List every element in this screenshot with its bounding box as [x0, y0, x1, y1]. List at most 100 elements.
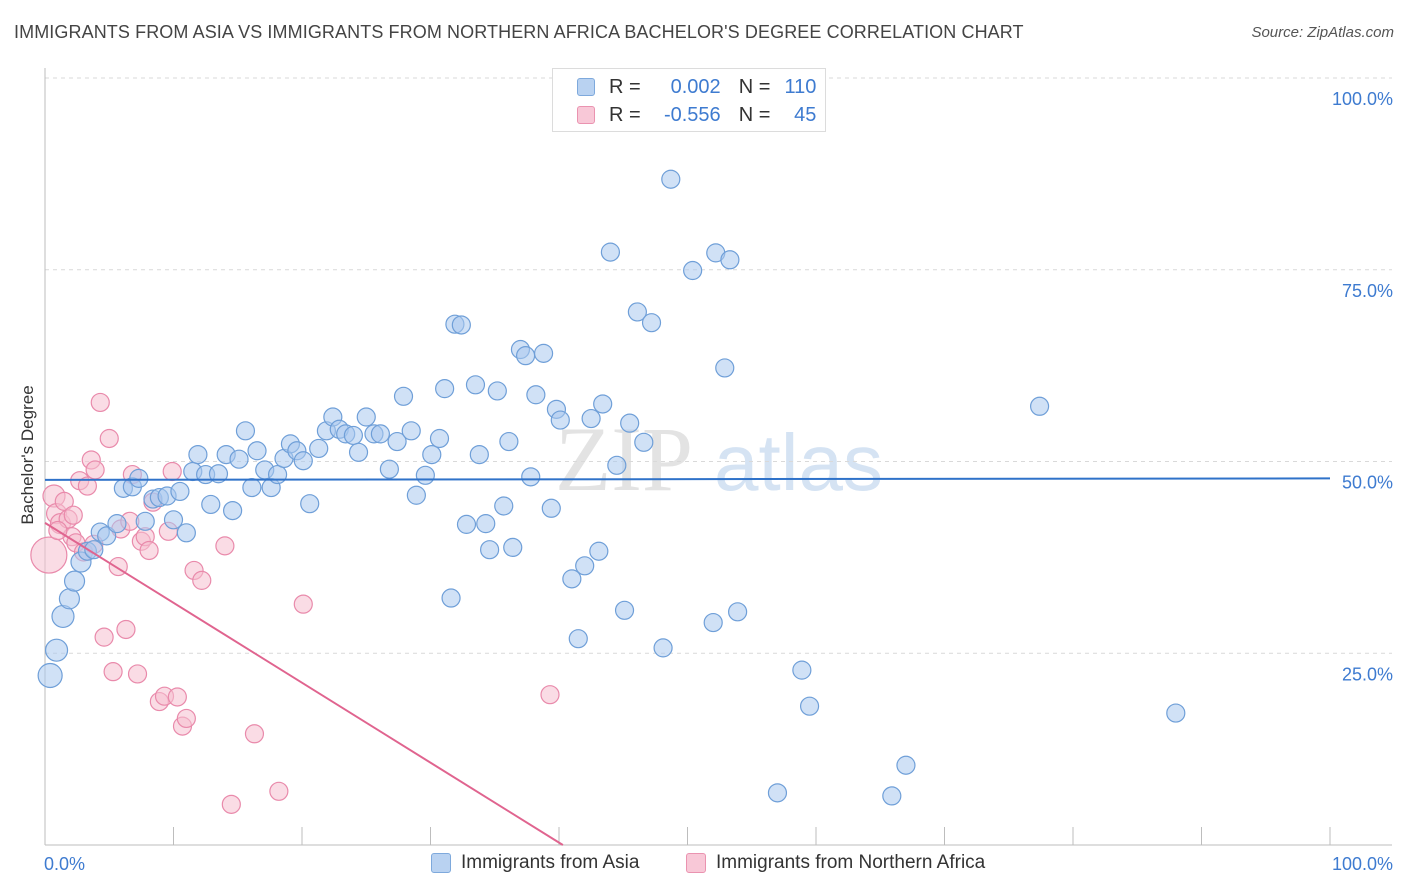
asia-point-81: [575, 556, 595, 576]
asia-point-50: [379, 459, 399, 479]
legend-label-asia: Immigrants from Asia: [461, 852, 640, 873]
asia-point-14: [135, 511, 155, 531]
asia-point-56: [422, 444, 442, 465]
x-tick-label-right: 100.0%: [1332, 854, 1393, 874]
northern-africa-point-40: [540, 685, 560, 705]
northern-africa-point-21: [127, 664, 148, 684]
n-label: N =: [738, 75, 771, 98]
asia-point-0: [37, 662, 63, 689]
asia-point-39: [300, 494, 320, 514]
northern-africa-point-13: [90, 392, 110, 413]
asia-point-58: [435, 379, 455, 399]
asia-point-93: [661, 169, 681, 189]
asia-trend-line: [44, 477, 1331, 481]
legend-item-asia[interactable]: Immigrants from Asia: [431, 852, 639, 874]
asia-point-10: [107, 514, 127, 534]
y-tick-label-3: 25.0%: [1342, 664, 1393, 684]
watermark-atlas: atlas: [714, 418, 883, 507]
northern-africa-point-32: [176, 708, 196, 729]
asia-point-59: [441, 588, 461, 608]
northern-africa-point-10: [77, 476, 98, 496]
northern-africa-point-42: [63, 505, 83, 525]
n-value-northern-africa: 45: [794, 103, 817, 126]
x-tick-label-left: 0.0%: [44, 854, 85, 874]
northern-africa-point-14: [94, 627, 114, 647]
asia-point-79: [562, 569, 582, 589]
asia-point-45: [343, 425, 363, 446]
northern-africa-swatch: [577, 106, 595, 124]
asia-point-57: [429, 428, 450, 449]
asia-point-46: [348, 442, 369, 462]
stats-row-northern-africa: R = -0.556 N = 45: [553, 102, 816, 128]
asia-point-63: [465, 375, 486, 395]
asia-point-1: [44, 638, 69, 662]
asia-point-99: [728, 602, 748, 622]
asia-point-20: [176, 523, 196, 543]
asia-point-53: [401, 421, 421, 441]
legend-swatch-northern-africa: [686, 853, 706, 873]
source-credit: Source: ZipAtlas.com: [1251, 24, 1394, 41]
asia-point-92: [653, 638, 673, 658]
northern-africa-point-15: [99, 428, 119, 449]
asia-point-104: [896, 755, 916, 775]
asia-point-72: [515, 346, 536, 366]
asia-point-75: [533, 343, 554, 363]
asia-point-4: [63, 570, 86, 592]
legend-label-northern-africa: Immigrants from Northern Africa: [716, 852, 986, 873]
asia-point-84: [593, 394, 613, 414]
asia-point-85: [600, 242, 621, 262]
northern-africa-point-36: [221, 794, 241, 814]
asia-point-103: [882, 786, 902, 806]
northern-africa-point-35: [215, 536, 235, 556]
northern-africa-points: [30, 392, 560, 814]
asia-point-3: [58, 588, 81, 610]
asia-point-66: [480, 540, 500, 560]
r-value-asia: 0.002: [670, 75, 721, 98]
n-value-asia: 110: [784, 75, 817, 98]
northern-africa-point-38: [269, 781, 289, 801]
r-label: R =: [609, 75, 641, 98]
asia-point-28: [229, 449, 249, 469]
asia-point-73: [521, 467, 541, 487]
stats-row-asia: R = 0.002 N = 110: [553, 74, 816, 100]
asia-point-9: [97, 526, 117, 546]
gridlines: [45, 77, 1392, 654]
asia-point-51: [387, 431, 407, 452]
r-label: R =: [609, 103, 641, 126]
northern-africa-point-30: [167, 687, 187, 707]
asia-point-24: [201, 494, 221, 515]
y-axis-label: Bachelor's Degree: [18, 385, 37, 525]
asia-point-34: [267, 464, 288, 485]
asia-point-86: [607, 455, 627, 475]
n-label: N =: [738, 103, 771, 126]
zipatlas-watermark: ZIP atlas: [555, 408, 883, 510]
asia-point-98: [720, 250, 740, 270]
legend-item-northern-africa[interactable]: Immigrants from Northern Africa: [686, 852, 985, 874]
y-tick-label-0: 100.0%: [1332, 89, 1393, 109]
asia-point-61: [451, 315, 471, 335]
asia-point-68: [494, 496, 514, 516]
tick-labels: 100.0% 75.0% 50.0% 25.0% 0.0% 100.0%: [44, 89, 1393, 874]
trend-lines: [44, 477, 1331, 846]
asia-point-67: [487, 381, 507, 401]
asia-point-30: [242, 477, 262, 498]
asia-point-40: [309, 438, 329, 459]
asia-point-87: [614, 600, 635, 620]
asia-point-47: [356, 407, 376, 427]
asia-point-91: [641, 313, 662, 333]
asia-point-54: [406, 485, 426, 505]
asia-point-64: [469, 444, 489, 465]
asia-point-52: [393, 386, 414, 406]
asia-point-70: [503, 537, 523, 558]
asia-point-105: [1029, 396, 1050, 416]
asia-point-13: [129, 468, 149, 488]
asia-point-19: [170, 481, 190, 502]
asia-point-78: [550, 410, 570, 430]
northern-africa-point-39: [293, 594, 313, 614]
asia-point-100: [767, 783, 788, 803]
asia-point-27: [223, 500, 243, 521]
asia-point-31: [247, 441, 267, 461]
asia-point-102: [799, 696, 820, 716]
asia-point-89: [627, 302, 647, 322]
